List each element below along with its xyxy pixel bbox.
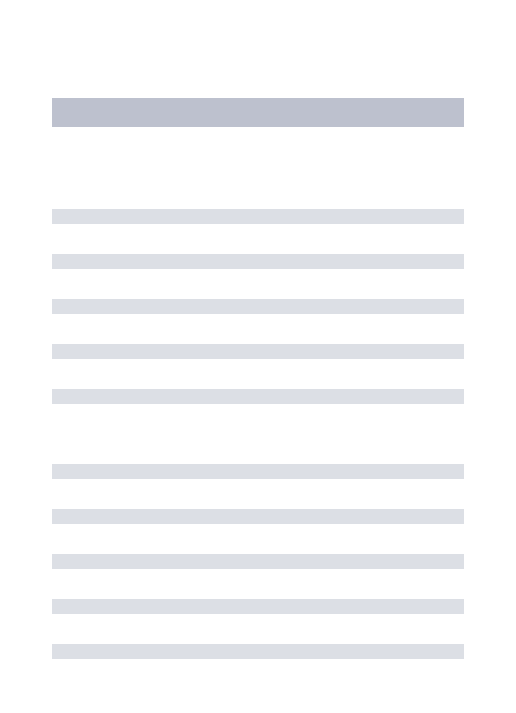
placeholder-line (52, 389, 464, 404)
placeholder-line (52, 299, 464, 314)
placeholder-line (52, 599, 464, 614)
line-group-1 (52, 209, 464, 404)
spacer (52, 127, 464, 209)
placeholder-line (52, 344, 464, 359)
placeholder-line (52, 554, 464, 569)
spacer (52, 404, 464, 464)
header-placeholder-bar (52, 98, 464, 127)
placeholder-line (52, 509, 464, 524)
placeholder-line (52, 254, 464, 269)
placeholder-line (52, 464, 464, 479)
skeleton-container (0, 0, 516, 659)
placeholder-line (52, 209, 464, 224)
placeholder-line (52, 644, 464, 659)
line-group-2 (52, 464, 464, 659)
